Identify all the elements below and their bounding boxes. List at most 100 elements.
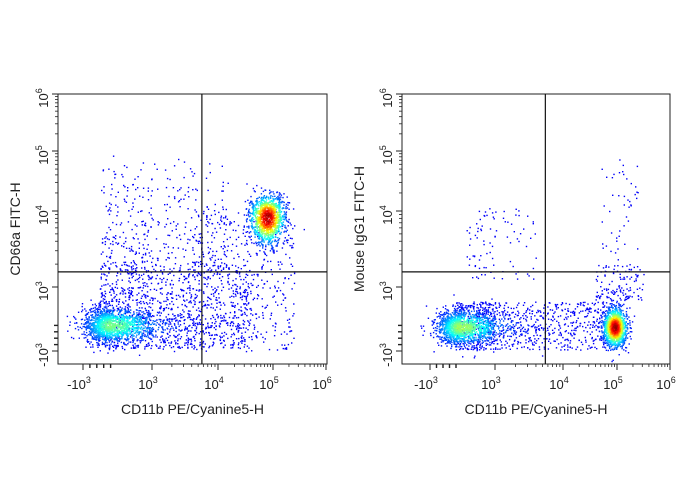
data-point (84, 337, 85, 338)
data-point (208, 247, 209, 248)
data-point (128, 297, 129, 298)
data-point (93, 338, 94, 339)
data-point (220, 339, 221, 340)
data-point (189, 311, 190, 312)
data-point (213, 342, 214, 343)
data-point (184, 305, 185, 306)
data-point (138, 324, 139, 325)
data-point (109, 338, 110, 339)
data-point (558, 334, 559, 335)
data-point (182, 304, 183, 305)
data-point (109, 326, 110, 327)
data-point (272, 232, 273, 233)
data-point (139, 338, 140, 339)
data-point (109, 335, 110, 336)
data-point (216, 232, 217, 233)
data-point (254, 274, 255, 275)
data-point (240, 348, 241, 349)
data-point (179, 326, 180, 327)
data-point (137, 345, 138, 346)
data-point (183, 199, 184, 200)
data-point (277, 305, 278, 306)
data-point (166, 224, 167, 225)
data-point (175, 263, 176, 264)
data-point (174, 340, 175, 341)
data-point (127, 307, 128, 308)
data-point (108, 340, 109, 341)
data-point (182, 347, 183, 348)
data-point (207, 190, 208, 191)
data-point (199, 234, 200, 235)
data-point (206, 263, 207, 264)
data-point (190, 330, 191, 331)
data-point (499, 349, 500, 350)
data-point (117, 288, 118, 289)
data-point (83, 333, 84, 334)
data-point (124, 327, 125, 328)
data-point (194, 325, 195, 326)
data-point (128, 210, 129, 211)
data-point (283, 348, 284, 349)
data-point (211, 269, 212, 270)
data-point (128, 327, 129, 328)
data-point (276, 241, 277, 242)
data-point (102, 242, 103, 243)
data-point (161, 312, 162, 313)
data-point (251, 236, 252, 237)
data-point (115, 174, 116, 175)
data-point (206, 217, 207, 218)
data-point (250, 319, 251, 320)
data-point (518, 312, 519, 313)
data-point (226, 323, 227, 324)
data-point (208, 304, 209, 305)
data-point (253, 213, 254, 214)
data-point (551, 319, 552, 320)
x-axis-title: CD11b PE/Cyanine5-H (121, 401, 264, 417)
data-point (243, 323, 244, 324)
data-point (228, 268, 229, 269)
data-point (172, 230, 173, 231)
data-point (126, 339, 127, 340)
data-point (145, 330, 146, 331)
y-tick-label: 106 (34, 88, 51, 107)
data-point (178, 334, 179, 335)
data-point (212, 265, 213, 266)
data-point (97, 310, 98, 311)
data-point (237, 286, 238, 287)
data-point (162, 339, 163, 340)
data-point (198, 243, 199, 244)
data-point (259, 221, 260, 222)
data-point (519, 318, 520, 319)
data-point (240, 286, 241, 287)
data-point (219, 325, 220, 326)
data-point (143, 316, 144, 317)
data-point (505, 313, 506, 314)
data-point (95, 319, 96, 320)
data-point (263, 318, 264, 319)
data-point (494, 311, 495, 312)
data-point (122, 293, 123, 294)
data-point (456, 310, 457, 311)
data-point (156, 238, 157, 239)
data-point (246, 232, 247, 233)
data-point (164, 340, 165, 341)
data-point (204, 333, 205, 334)
y-tick-label: -103 (34, 343, 51, 367)
data-point (90, 341, 91, 342)
data-point (252, 314, 253, 315)
data-point (267, 204, 268, 205)
data-point (117, 339, 118, 340)
data-point (167, 204, 168, 205)
data-point (119, 316, 120, 317)
data-point (208, 269, 209, 270)
data-point (274, 296, 275, 297)
data-point (148, 327, 149, 328)
data-point (150, 226, 151, 227)
data-point (253, 209, 254, 210)
data-point (174, 315, 175, 316)
data-point (238, 225, 239, 226)
data-point (143, 325, 144, 326)
data-point (215, 204, 216, 205)
data-point (106, 232, 107, 233)
data-point (180, 239, 181, 240)
